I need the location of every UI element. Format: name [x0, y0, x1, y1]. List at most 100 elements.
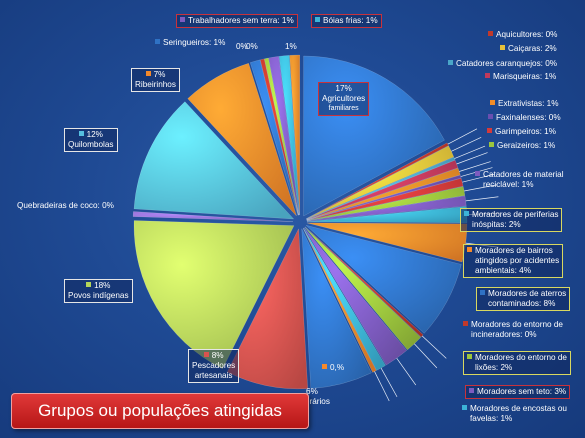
legend-swatch	[145, 71, 151, 76]
label-text: Moradores do entorno de	[475, 353, 567, 362]
leader-line	[462, 173, 495, 183]
label-text: Aquicultores: 0%	[496, 30, 558, 39]
label-text: 18%	[94, 281, 111, 290]
pie-slice-catadores-de-material-recicl-vel	[306, 195, 467, 222]
label-operarios: 6% Operários	[294, 387, 330, 407]
legend-swatch	[500, 45, 505, 50]
label-text: atingidos por acidentes	[475, 256, 560, 265]
pie-slices	[132, 54, 468, 390]
pie-slice-ribeirinhos	[187, 62, 297, 217]
pie-slice-faxinalenses	[306, 174, 462, 221]
label-quebradeiras: Quebradeiras de coco: 0%	[17, 201, 114, 211]
pie-slice-quilombolas	[133, 101, 295, 220]
label-marisqueiras: Marisqueiras: 1%	[485, 72, 556, 82]
label-text: favelas: 1%	[470, 414, 513, 423]
label-text: Catadores de material	[483, 170, 564, 179]
pie-slice-cai-aras	[306, 145, 455, 220]
leader-line	[451, 137, 482, 152]
label-bairros: Moradores de bairros atingidos por acide…	[463, 244, 564, 278]
legend-swatch	[315, 17, 320, 22]
pie-slice-moradores-do-entorno-de-lix-es	[304, 226, 422, 351]
label-text: incineradores: 0%	[471, 330, 537, 339]
legend-swatch	[480, 290, 485, 295]
pie-slice-moradores-de-aterros-contaminados	[305, 225, 462, 334]
pie-slice-unlabeled-17	[302, 228, 377, 373]
label-agricultores-sub: familiares	[328, 105, 359, 112]
legend-swatch	[464, 211, 469, 216]
leader-line	[396, 357, 417, 386]
pie-slice-trabalhadores-sem-terra	[268, 56, 300, 216]
chart-title: Grupos ou populações atingidas	[11, 393, 309, 429]
legend-swatch	[462, 405, 467, 410]
pie-slice-garimpeiros	[306, 177, 464, 221]
leader-line	[380, 367, 398, 398]
label-text: Quebradeiras de coco: 0%	[17, 201, 114, 210]
label-text: reciclável: 1%	[483, 180, 534, 189]
label-ribeirinhos: 7% Ribeirinhos	[131, 68, 180, 92]
legend-swatch	[448, 60, 453, 65]
label-text: Operários	[294, 397, 330, 406]
label-boias-frias: Bóias frias: 1%	[311, 14, 382, 28]
label-garimpeiros: Garimpeiros: 1%	[487, 127, 556, 137]
pie-slice-aquicultores	[306, 142, 449, 219]
label-geraizeiros: Geraizeiros: 1%	[489, 141, 555, 151]
leader-line	[374, 371, 390, 402]
legend-swatch	[203, 352, 209, 357]
label-lixoes: Moradores do entorno de lixões: 2%	[463, 351, 571, 375]
label-incineradores: Moradores do entorno de incineradores: 0…	[463, 320, 563, 340]
label-quilombolas: 12% Quilombolas	[64, 128, 118, 152]
label-text: Extrativistas: 1%	[498, 99, 559, 108]
pie-slice-unlabeled-29	[289, 54, 301, 216]
label-catadores-material: Catadores de material reciclável: 1%	[475, 170, 564, 190]
legend-swatch	[467, 247, 472, 252]
pie-slice-catadores-caranquejos	[306, 156, 456, 220]
leader-line	[456, 152, 488, 165]
label-top-zero-a: 0%	[236, 42, 248, 52]
label-text: Quilombolas	[68, 140, 114, 149]
label-text: Moradores de encostas ou	[470, 404, 567, 413]
pie-slice-oper-rios	[301, 228, 372, 389]
label-text: artesanais	[194, 371, 233, 380]
legend-swatch	[180, 17, 185, 22]
legend-swatch	[469, 388, 474, 393]
label-text: Geraizeiros: 1%	[497, 141, 556, 150]
legend-swatch	[475, 171, 480, 176]
label-caicaras: Caiçaras: 2%	[500, 44, 557, 54]
label-small-pct: 0,%	[322, 363, 344, 373]
label-seringueiros: Seringueiros: 1%	[155, 38, 225, 48]
label-periferias: Moradores de periferias inóspitas: 2%	[460, 208, 563, 232]
legend-swatch	[322, 364, 327, 369]
pie-slice-unlabeled-25	[259, 58, 299, 216]
label-top-one: 1%	[285, 42, 297, 52]
label-text: Bóias frias: 1%	[323, 16, 378, 25]
legend-swatch	[488, 114, 493, 119]
label-agricultores-name: Agricultores	[322, 94, 366, 103]
label-aquicultores: Aquicultores: 0%	[488, 30, 557, 40]
pie-slice-quebradeiras-de-coco	[132, 211, 294, 222]
label-agricultores: 17% Agricultores familiares	[318, 82, 370, 116]
label-text: Moradores sem teto: 3%	[477, 387, 567, 396]
label-text: Catadores caranquejos: 0%	[456, 59, 558, 68]
label-text: Marisqueiras: 1%	[493, 72, 557, 81]
label-text: lixões: 2%	[475, 363, 513, 372]
pie-slice-b-ias-frias	[278, 55, 300, 216]
legend-swatch	[487, 128, 492, 133]
label-text: ambientais: 4%	[475, 266, 531, 275]
label-text: 6%	[306, 387, 318, 396]
pie-slice-geraizeiros	[306, 186, 466, 221]
label-encostas: Moradores de encostas ou favelas: 1%	[462, 404, 567, 424]
label-agricultores-pct: 17%	[335, 84, 352, 93]
label-aterros: Moradores de aterros contaminados: 8%	[476, 287, 571, 311]
leader-line	[459, 161, 491, 172]
leader-line	[465, 196, 499, 202]
label-text: Moradores de periferias	[472, 210, 559, 219]
label-text: Moradores do entorno de	[471, 320, 563, 329]
label-text: Moradores de aterros	[488, 289, 567, 298]
label-text: 0,%	[330, 363, 345, 372]
legend-swatch	[488, 31, 493, 36]
legend-swatch	[489, 142, 494, 147]
legend-swatch	[86, 282, 92, 287]
label-text: 7%	[153, 70, 166, 79]
label-text: Faxinalenses: 0%	[496, 113, 561, 122]
pie-slice-marisqueiras	[306, 159, 459, 220]
